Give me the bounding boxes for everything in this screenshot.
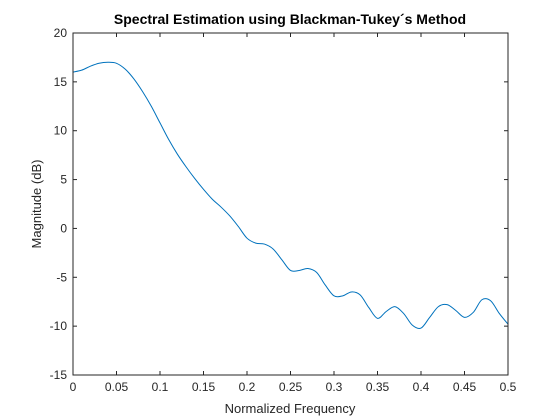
y-tick-label: -5	[56, 270, 67, 284]
x-tick-label: 0.2	[239, 380, 256, 394]
y-tick-label: 15	[54, 75, 68, 89]
y-tick-label: -15	[50, 368, 68, 382]
axes-layer: 0 0.05 0.1 0.15 0.2 0.25 0.3 0.35 0.4 0.45 0.5 -15 -…	[50, 26, 517, 394]
y-tick-label: -10	[50, 319, 68, 333]
x-tick-label: 0.15	[192, 380, 216, 394]
x-tick-label: 0.45	[453, 380, 477, 394]
series-layer	[72, 61, 509, 330]
x-tick-label: 0	[70, 380, 77, 394]
x-tick-label: 0.1	[152, 380, 169, 394]
x-tick-label: 0.35	[366, 380, 390, 394]
y-tick-label: 5	[60, 173, 67, 187]
y-tick-label: 10	[54, 124, 68, 138]
y-axis-label: Magnitude (dB)	[29, 160, 44, 249]
x-tick-label: 0.3	[326, 380, 343, 394]
x-tick-label: 0.05	[105, 380, 129, 394]
plot-area	[73, 33, 508, 375]
x-tick-label: 0.5	[500, 380, 517, 394]
x-tick-label: 0.4	[413, 380, 430, 394]
x-axis-label: Normalized Frequency	[225, 401, 356, 416]
y-tick-label: 0	[60, 221, 67, 235]
y-tick-label: 20	[54, 26, 68, 40]
x-tick-label: 0.25	[279, 380, 303, 394]
series-line-0	[72, 61, 509, 330]
chart-title: Spectral Estimation using Blackman-Tukey…	[114, 11, 466, 27]
